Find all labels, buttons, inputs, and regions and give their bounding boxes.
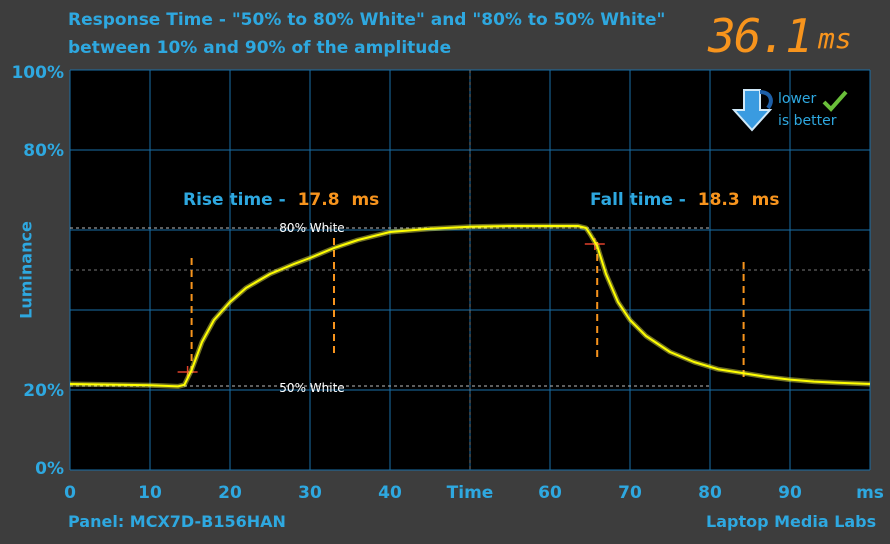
y-tick-label-3: 100% bbox=[11, 63, 64, 83]
panel-label: Panel: MCX7D-B156HAN bbox=[68, 512, 286, 531]
rise-time-value: 17.8 bbox=[298, 190, 340, 210]
down-arrow-icon bbox=[731, 89, 773, 132]
y-tick-label-1: 20% bbox=[23, 381, 64, 401]
level-upper-label: 80% White bbox=[279, 221, 344, 235]
level-lower-label: 50% White bbox=[279, 381, 344, 395]
checkmark-icon bbox=[822, 90, 848, 112]
fall-time-value: 18.3 bbox=[698, 190, 740, 210]
svg-text:Fall time - 18.3 ms: Fall time - 18.3 ms bbox=[590, 190, 779, 210]
x-tick-label-0: 0 bbox=[64, 483, 76, 503]
x-tick-label-1: 10 bbox=[138, 483, 162, 503]
transition-markers bbox=[177, 238, 745, 382]
y-tick-label-2: 80% bbox=[23, 141, 64, 161]
x-tick-label-2: 20 bbox=[218, 483, 242, 503]
chart-title-line2: between 10% and 90% of the amplitude bbox=[68, 38, 452, 58]
grid bbox=[69, 69, 871, 471]
lower-is-better-badge: lower is better bbox=[730, 86, 850, 142]
y-tick-label-0: 0% bbox=[35, 459, 64, 479]
badge-line2: is better bbox=[778, 113, 837, 129]
chart-title-line1: Response Time - "50% to 80% White" and "… bbox=[68, 10, 666, 30]
x-tick-label-4: 40 bbox=[378, 483, 402, 503]
rise-time-unit: ms bbox=[351, 190, 379, 210]
level-lines bbox=[70, 227, 710, 387]
svg-text:Rise time - 17.8 ms: Rise time - 17.8 ms bbox=[183, 190, 379, 210]
badge-line1: lower bbox=[778, 91, 817, 107]
x-tick-label-9: 90 bbox=[778, 483, 802, 503]
y-ticks: 0% 20% 80% 100% bbox=[11, 63, 64, 479]
fall-time-unit: ms bbox=[752, 190, 780, 210]
x-tick-label-10: ms bbox=[856, 483, 884, 503]
signal-line bbox=[69, 225, 871, 388]
x-tick-label-7: 70 bbox=[618, 483, 642, 503]
signal-trace bbox=[69, 223, 871, 389]
total-response-unit: ms bbox=[818, 22, 852, 55]
x-tick-label-8: 80 bbox=[698, 483, 722, 503]
x-tick-label-5: Time bbox=[447, 483, 494, 503]
brand-label: Laptop Media Labs bbox=[706, 512, 877, 531]
fall-time-label: Fall time - bbox=[590, 190, 686, 210]
rise-time-label: Rise time - bbox=[183, 190, 286, 210]
total-response-value: 36.1 bbox=[708, 9, 813, 63]
x-tick-label-6: 60 bbox=[538, 483, 562, 503]
x-ticks: 0 10 20 30 40 Time 60 70 80 90 ms bbox=[64, 483, 884, 503]
x-tick-label-3: 30 bbox=[298, 483, 322, 503]
y-axis-label: Luminance bbox=[16, 221, 36, 319]
chart-title: Response Time - "50% to 80% White" and "… bbox=[68, 6, 668, 62]
